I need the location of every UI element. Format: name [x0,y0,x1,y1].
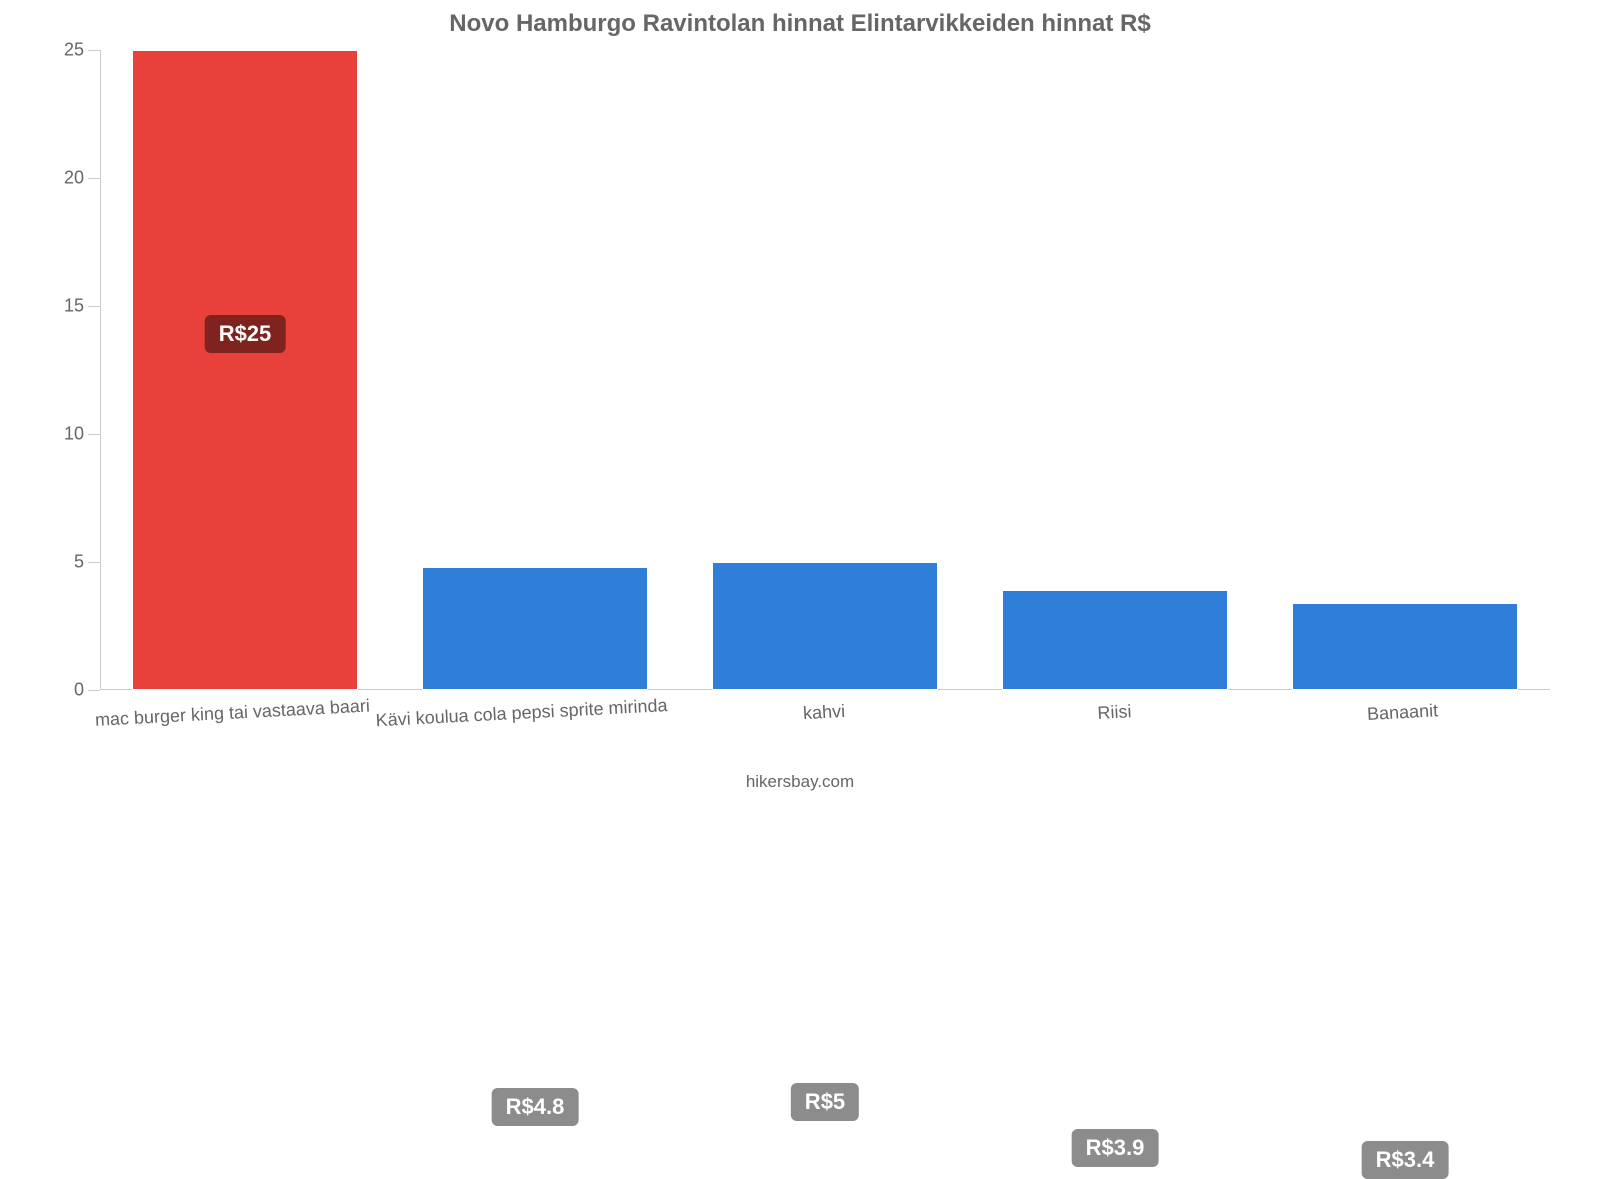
y-tick-label: 10 [64,424,100,445]
plot-area: R$25R$4.8R$5R$3.9R$3.4 0510152025mac bur… [100,50,1550,690]
bar: R$3.9 [1002,590,1228,690]
bar-value-label: R$25 [205,315,286,353]
chart-title: Novo Hamburgo Ravintolan hinnat Elintarv… [0,6,1600,48]
chart-container: Novo Hamburgo Ravintolan hinnat Elintarv… [0,0,1600,800]
x-category-label: Banaanit [1366,688,1439,725]
bar: R$3.4 [1292,603,1518,690]
bar: R$4.8 [422,567,648,690]
bar-value-label: R$3.9 [1072,1129,1159,1167]
bar-value-label: R$5 [791,1083,859,1121]
y-tick-label: 15 [64,296,100,317]
bars-layer: R$25 R$4.8 R$5 R$3.9 R$3.4 [100,50,1550,690]
x-category-label: mac burger king tai vastaava baari [94,684,371,731]
x-category-label: kahvi [802,689,846,724]
x-category-label: Riisi [1096,689,1132,724]
bar: R$25 [132,50,358,690]
y-tick-label: 20 [64,168,100,189]
credit-text: hikersbay.com [0,772,1600,792]
y-tick-label: 25 [64,40,100,61]
bar-value-label: R$3.4 [1362,1141,1449,1179]
x-category-label: Kävi koulua cola pepsi sprite mirinda [375,683,668,731]
bar-value-label: R$4.8 [492,1088,579,1126]
y-tick-label: 5 [74,552,100,573]
bar: R$5 [712,562,938,690]
